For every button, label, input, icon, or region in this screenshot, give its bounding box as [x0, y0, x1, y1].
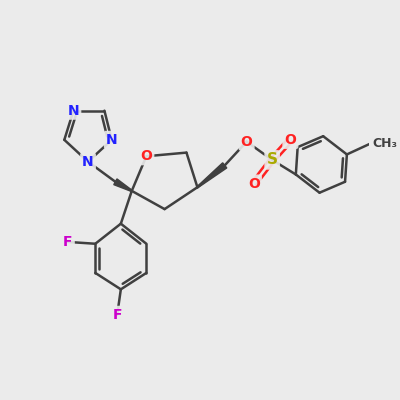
Text: F: F [63, 235, 73, 249]
Text: O: O [241, 135, 252, 149]
Text: O: O [140, 149, 152, 163]
Text: O: O [284, 133, 296, 147]
Polygon shape [114, 179, 132, 192]
Polygon shape [197, 163, 227, 188]
Text: N: N [82, 155, 94, 169]
Text: O: O [248, 176, 260, 190]
Text: S: S [267, 152, 278, 167]
Text: N: N [106, 133, 118, 147]
Text: F: F [112, 308, 122, 322]
Text: N: N [68, 104, 79, 118]
Text: CH₃: CH₃ [372, 137, 397, 150]
